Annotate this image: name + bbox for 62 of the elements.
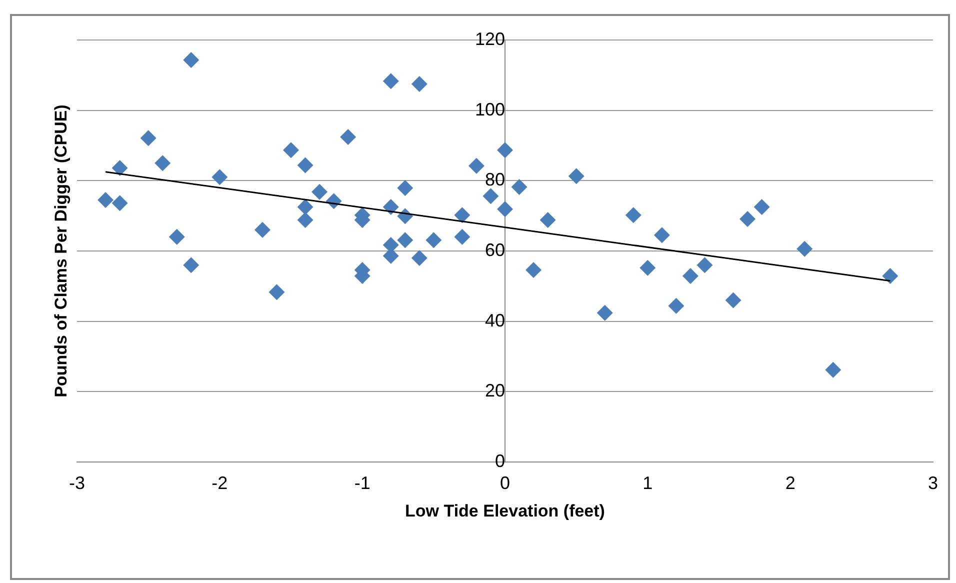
point xyxy=(98,192,114,208)
point xyxy=(540,212,556,228)
point xyxy=(796,240,813,257)
point xyxy=(283,142,299,158)
x-tick-label: -1 xyxy=(354,472,370,493)
y-tick-label: 0 xyxy=(494,450,505,471)
point xyxy=(725,292,742,308)
point xyxy=(654,227,670,244)
x-axis-title: Low Tide Elevation (feet) xyxy=(405,501,605,520)
point xyxy=(511,178,528,195)
point xyxy=(497,142,513,158)
point xyxy=(568,168,584,184)
y-tick-label: 20 xyxy=(484,380,505,401)
point xyxy=(454,228,470,245)
point xyxy=(454,207,470,224)
point xyxy=(340,129,356,146)
point xyxy=(754,199,770,216)
point xyxy=(382,73,399,90)
point xyxy=(297,157,314,174)
point xyxy=(382,199,399,216)
point xyxy=(468,158,484,174)
point xyxy=(426,232,442,248)
point xyxy=(682,268,698,284)
point xyxy=(696,257,713,274)
point xyxy=(740,211,756,227)
point xyxy=(168,228,185,245)
point xyxy=(154,155,171,172)
point xyxy=(397,232,414,248)
point xyxy=(882,268,898,284)
point xyxy=(140,130,156,146)
y-tick-label: 40 xyxy=(484,310,505,330)
x-tick-label: -3 xyxy=(68,472,86,493)
point xyxy=(640,260,656,276)
y-tick-label: 80 xyxy=(484,170,505,190)
point xyxy=(297,199,314,216)
point xyxy=(312,184,328,200)
point xyxy=(254,222,270,238)
y-tick-label: 120 xyxy=(474,28,505,49)
point xyxy=(268,284,285,300)
x-tick-label: -2 xyxy=(212,472,228,493)
x-tick-label: 2 xyxy=(785,472,796,493)
y-tick-label: 100 xyxy=(474,99,505,120)
point xyxy=(183,52,200,68)
point xyxy=(825,362,842,378)
x-tick-label: 1 xyxy=(642,472,653,493)
point xyxy=(112,160,128,176)
y-axis-title: Pounds of Clams Per Digger (CPUE) xyxy=(52,104,71,398)
point xyxy=(411,76,428,92)
point xyxy=(668,298,684,314)
point xyxy=(625,207,642,224)
point xyxy=(526,262,542,278)
point xyxy=(397,180,414,196)
point xyxy=(482,188,499,204)
point xyxy=(297,212,314,228)
point xyxy=(497,201,513,218)
point xyxy=(596,304,613,321)
point xyxy=(183,257,200,274)
point xyxy=(112,195,128,212)
y-tick-label: 60 xyxy=(484,240,505,260)
point xyxy=(212,169,228,186)
point xyxy=(411,250,428,266)
x-tick-label: 3 xyxy=(928,472,938,493)
